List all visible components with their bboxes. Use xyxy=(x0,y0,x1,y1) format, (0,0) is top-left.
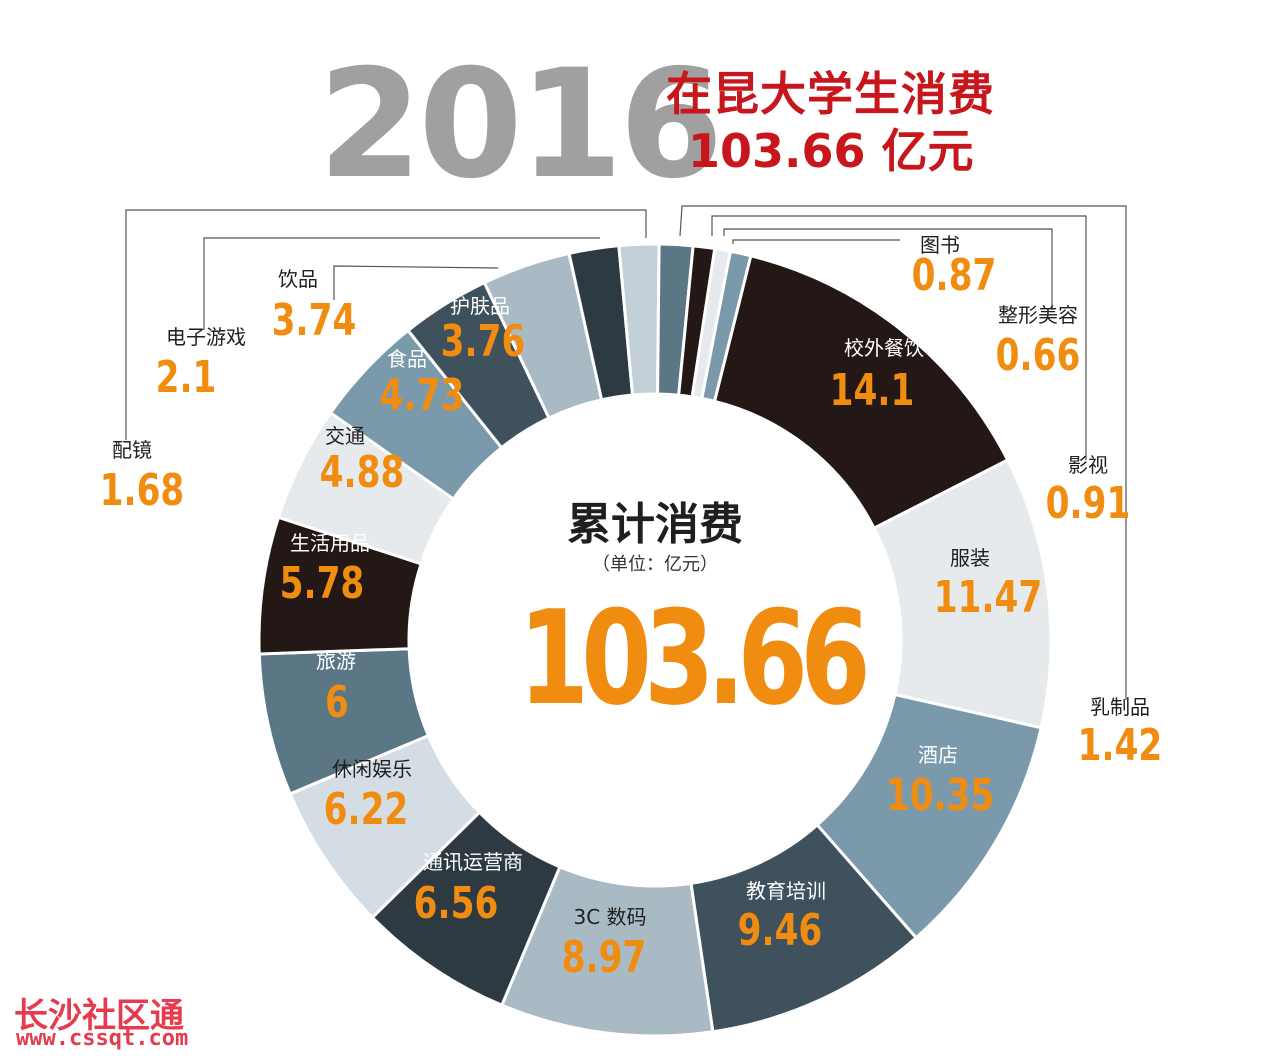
slice-7-label: 旅游 xyxy=(316,649,356,673)
slice-18-label: 图书 xyxy=(920,233,960,257)
watermark-url: www.cssqt.com xyxy=(16,1026,189,1051)
slice-3-value: 9.46 xyxy=(738,905,823,956)
slice-1-label: 服装 xyxy=(950,546,990,570)
slice-13-leader-line xyxy=(203,237,600,330)
slice-6-value: 6.22 xyxy=(324,784,409,835)
center-title: 累计消费 xyxy=(567,499,743,550)
slice-9-value: 4.88 xyxy=(320,447,405,498)
slice-18-wedge xyxy=(700,249,753,404)
leader-lines xyxy=(125,205,1127,700)
slice-0-label: 校外餐饮 xyxy=(844,336,924,360)
year-title: 2016 xyxy=(318,38,723,212)
slice-8-label: 生活用品 xyxy=(290,531,370,555)
slice-7-value: 6 xyxy=(325,677,349,728)
slice-6-label: 休闲娱乐 xyxy=(332,757,412,781)
slice-11-label: 护肤品 xyxy=(450,294,510,318)
slice-16-value: 0.91 xyxy=(1046,478,1131,529)
slice-15-value: 1.42 xyxy=(1078,720,1163,771)
slice-13-label: 电子游戏 xyxy=(166,325,246,349)
slice-12-leader-line xyxy=(333,265,499,300)
slice-2-value: 10.35 xyxy=(886,770,995,821)
slice-0-value: 14.1 xyxy=(830,365,915,416)
center-unit: （单位：亿元） xyxy=(592,554,718,575)
slice-11-value: 3.76 xyxy=(441,316,526,367)
header: 2016 在昆大学生消费 103.66 亿元 xyxy=(0,0,1280,212)
chart-title: 在昆大学生消费 xyxy=(666,67,995,121)
slice-14-leader-line xyxy=(125,209,647,440)
slice-1-value: 11.47 xyxy=(934,572,1043,623)
slice-4-label: 3C 数码 xyxy=(573,905,646,929)
slice-2-label: 酒店 xyxy=(918,743,958,767)
donut-slices xyxy=(257,242,1053,1038)
total-amount: 103.66 亿元 xyxy=(688,124,974,178)
slice-9-label: 交通 xyxy=(325,424,365,448)
center-total-value: 103.66 xyxy=(518,582,871,734)
slice-3-label: 教育培训 xyxy=(746,879,826,903)
slice-12-label: 饮品 xyxy=(278,267,318,291)
slice-17-value: 0.66 xyxy=(996,330,1081,381)
slice-18-value: 0.87 xyxy=(912,250,997,301)
slice-5-value: 6.56 xyxy=(414,878,499,929)
slice-10-value: 4.73 xyxy=(380,370,465,421)
slice-8-value: 5.78 xyxy=(280,558,365,609)
slice-16-label: 影视 xyxy=(1068,453,1108,477)
watermark-logo: 长沙社区通 xyxy=(14,996,184,1036)
slice-10-label: 食品 xyxy=(387,347,427,371)
slice-14-label: 配镜 xyxy=(112,438,152,462)
slice-4-value: 8.97 xyxy=(562,932,647,983)
slice-5-label: 通讯运营商 xyxy=(423,850,523,874)
slice-18-leader-line xyxy=(732,239,900,244)
slice-17-label: 整形美容 xyxy=(998,303,1078,327)
slice-14-value: 1.68 xyxy=(100,465,185,516)
slice-15-leader-line xyxy=(679,205,1127,700)
slice-13-value: 2.1 xyxy=(156,352,217,403)
slice-17-leader-line xyxy=(723,228,1053,310)
slice-16-leader-line xyxy=(711,215,1087,460)
slice-12-value: 3.74 xyxy=(272,295,357,346)
slice-15-label: 乳制品 xyxy=(1090,695,1150,719)
